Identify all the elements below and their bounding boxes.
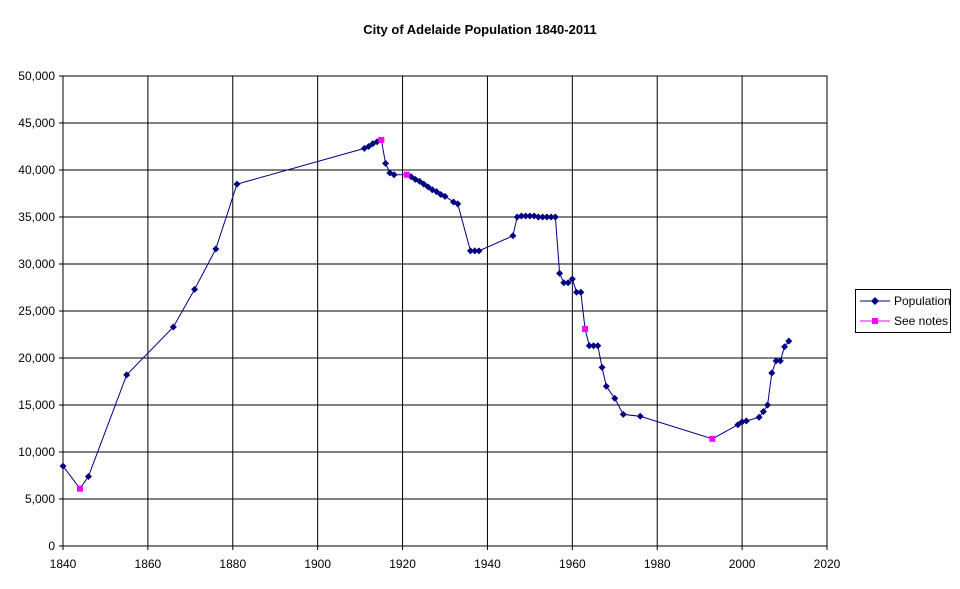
y-tick-label: 45,000 <box>18 116 55 130</box>
data-point-population <box>59 462 67 470</box>
data-point-population <box>768 369 776 377</box>
data-point-population <box>560 279 568 287</box>
x-tick-label: 1980 <box>644 557 671 571</box>
data-point-see-notes <box>76 485 83 492</box>
data-point-population <box>564 279 572 287</box>
y-tick-label: 10,000 <box>18 445 55 459</box>
legend-item-see-notes: See notes <box>860 313 948 329</box>
y-tick-label: 30,000 <box>18 257 55 271</box>
plot-border <box>62 75 828 547</box>
x-tick-label: 2000 <box>729 557 756 571</box>
x-tick-label: 1900 <box>304 557 331 571</box>
data-point-population <box>365 143 373 150</box>
data-point-population <box>526 212 534 220</box>
data-point-population <box>509 232 517 240</box>
data-point-population <box>169 323 177 331</box>
data-point-population <box>471 247 479 255</box>
data-point-population <box>785 337 793 345</box>
data-point-population <box>390 171 398 179</box>
data-point-population <box>577 288 585 296</box>
data-point-population <box>441 192 449 200</box>
data-point-population <box>556 269 564 277</box>
data-point-population <box>776 357 784 365</box>
x-tick-label: 1860 <box>135 557 162 571</box>
data-point-population <box>734 421 742 429</box>
data-point-population <box>191 285 199 293</box>
data-point-population <box>598 363 606 371</box>
data-point-population <box>619 410 627 418</box>
data-point-population <box>764 401 772 409</box>
data-point-population <box>551 213 559 221</box>
data-point-population <box>123 371 131 379</box>
y-tick-label: 5,000 <box>25 492 55 506</box>
data-point-population <box>742 417 750 425</box>
legend-item-population: Population <box>860 293 951 309</box>
data-point-population <box>539 213 547 221</box>
data-point-population <box>233 180 241 188</box>
data-point-population <box>424 183 432 191</box>
data-point-population <box>573 288 581 296</box>
data-point-population <box>568 275 576 283</box>
x-tick-label: 1920 <box>389 557 416 571</box>
data-point-population <box>84 472 92 480</box>
x-tick-label: 2020 <box>814 557 841 571</box>
data-point-see-notes <box>709 435 716 442</box>
data-point-see-notes <box>403 171 410 178</box>
x-tick-label: 1940 <box>474 557 501 571</box>
y-tick-label: 35,000 <box>18 210 55 224</box>
data-point-population <box>602 382 610 390</box>
chart-title: City of Adelaide Population 1840-2011 <box>363 22 597 37</box>
y-tick-label: 0 <box>48 539 55 553</box>
data-point-population <box>454 200 462 208</box>
data-point-population <box>534 213 542 221</box>
y-tick-label: 50,000 <box>18 69 55 83</box>
data-point-population <box>755 413 763 421</box>
data-point-population <box>781 343 789 351</box>
y-tick-label: 15,000 <box>18 398 55 412</box>
data-point-population <box>212 245 220 253</box>
data-point-population <box>772 357 780 365</box>
data-point-see-notes <box>378 136 385 143</box>
data-point-population <box>594 342 602 350</box>
legend-label-see-notes: See notes <box>894 314 949 328</box>
data-point-population <box>522 212 530 220</box>
data-point-population <box>382 159 390 167</box>
data-point-population <box>416 177 424 185</box>
data-point-population <box>611 394 619 402</box>
legend-marker-population <box>860 297 890 305</box>
data-point-see-notes <box>582 325 589 332</box>
x-tick-label: 1880 <box>219 557 246 571</box>
legend-label-population: Population <box>894 294 951 308</box>
data-point-population <box>475 247 483 255</box>
data-point-population <box>590 342 598 350</box>
legend: Population See notes <box>855 289 951 333</box>
data-point-population <box>517 212 525 220</box>
data-point-population <box>585 342 593 350</box>
data-point-population <box>543 213 551 221</box>
x-tick-label: 1960 <box>559 557 586 571</box>
y-tick-label: 40,000 <box>18 163 55 177</box>
data-point-population <box>759 408 767 416</box>
y-tick-label: 25,000 <box>18 304 55 318</box>
data-point-population <box>636 412 644 420</box>
data-point-population <box>547 213 555 221</box>
x-tick-label: 1840 <box>50 557 77 571</box>
population-line <box>62 139 790 490</box>
data-point-population <box>420 180 428 188</box>
y-tick-label: 20,000 <box>18 351 55 365</box>
data-point-population <box>433 188 441 196</box>
data-point-population <box>466 247 474 255</box>
legend-marker-see-notes <box>860 318 890 324</box>
